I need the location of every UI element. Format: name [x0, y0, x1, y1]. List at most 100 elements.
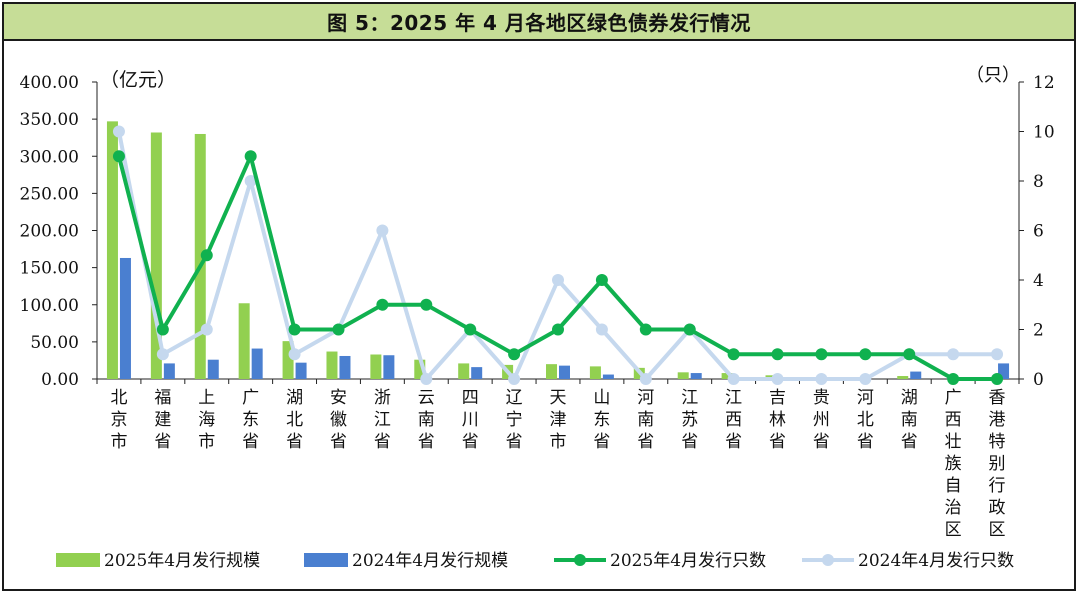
right-tick-label: 6 [1033, 222, 1044, 242]
legend-label: 2024年4月发行只数 [858, 551, 1014, 571]
x-tick-label: 省 [725, 432, 742, 452]
x-tick-label: 省 [462, 432, 479, 452]
bar-2025-scale [370, 354, 382, 379]
right-tick-label: 4 [1033, 271, 1044, 291]
legend-swatch [304, 553, 348, 567]
x-tick-label: 特 [989, 432, 1006, 452]
bar-2024-scale [251, 348, 263, 379]
x-tick-label: 江 [681, 388, 698, 408]
x-tick-label: 省 [901, 432, 918, 452]
legend-label: 2024年4月发行规模 [352, 551, 508, 571]
x-tick-label: 湖 [901, 388, 918, 408]
point-2025-count [552, 323, 564, 336]
x-tick-label: 南 [637, 410, 654, 430]
x-tick-label: 省 [374, 432, 391, 452]
line-2024-count [116, 131, 998, 381]
left-tick-label: 350.00 [20, 110, 79, 130]
legend-marker [822, 554, 834, 566]
x-tick-label: 南 [901, 410, 918, 430]
x-tick-label: 吉 [769, 388, 786, 408]
x-tick-label: 浙 [374, 388, 391, 408]
point-2025-count [288, 323, 301, 336]
legend-label: 2025年4月发行只数 [610, 551, 766, 571]
x-tick-label: 省 [681, 432, 698, 452]
x-tick-label: 北 [857, 410, 874, 430]
point-2025-count [815, 348, 828, 361]
right-tick-label: 8 [1033, 172, 1044, 192]
bar-2025-scale [458, 363, 470, 379]
x-tick-label: 上 [198, 388, 215, 408]
point-2024-count [727, 373, 740, 385]
point-2024-count [859, 373, 872, 385]
point-2024-count [112, 125, 125, 138]
point-2025-count [200, 249, 213, 262]
x-tick-label: 北 [286, 410, 303, 430]
bar-2024-scale [998, 363, 1010, 379]
x-tick-label: 省 [286, 432, 303, 452]
x-tick-label: 省 [769, 432, 786, 452]
point-2024-count [991, 348, 1004, 361]
bar-2025-scale [326, 351, 338, 379]
point-2024-count [288, 348, 301, 361]
x-tick-label: 江 [725, 388, 742, 408]
x-tick-label: 建 [154, 410, 171, 430]
x-tick-label: 东 [242, 410, 259, 430]
bar-2025-scale [546, 364, 557, 379]
point-2024-count [595, 323, 608, 336]
x-tick-label: 壮 [945, 432, 962, 452]
x-tick-label: 河 [857, 388, 874, 408]
x-tick-label: 云 [418, 388, 435, 408]
left-tick-label: 200.00 [20, 222, 79, 242]
point-2025-count [420, 298, 433, 311]
x-tick-label: 川 [462, 410, 479, 430]
x-tick-label: 福 [154, 388, 171, 408]
x-tick-label: 京 [110, 410, 127, 430]
x-tick-label: 省 [637, 432, 654, 452]
x-tick-label: 南 [418, 410, 435, 430]
bar-2024-scale [295, 362, 307, 379]
x-tick-label: 安 [330, 388, 347, 408]
bar-2025-scale [414, 359, 426, 379]
bar-2024-scale [163, 363, 175, 379]
right-tick-label: 0 [1033, 370, 1044, 390]
x-tick-label: 贵 [813, 388, 830, 408]
point-2025-count [903, 348, 916, 361]
bar-2025-scale [589, 366, 601, 379]
chart-title: 图 5：2025 年 4 月各地区绿色债券发行情况 [327, 11, 751, 35]
left-tick-label: 250.00 [20, 184, 79, 204]
bar-2024-scale [602, 374, 614, 379]
x-tick-label: 徽 [330, 410, 347, 430]
x-tick-label: 西 [725, 410, 742, 430]
x-tick-label: 辽 [506, 388, 523, 408]
x-tick-label: 别 [989, 454, 1006, 474]
bar-2024-scale [207, 359, 219, 379]
x-tick-label: 行 [989, 476, 1006, 496]
x-tick-label: 苏 [681, 410, 698, 430]
x-tick-label: 西 [945, 410, 962, 430]
x-tick-label: 广 [945, 388, 962, 408]
x-tick-label: 香 [989, 388, 1006, 408]
bar-2025-scale [282, 341, 294, 379]
bar-2025-scale [150, 132, 162, 379]
x-tick-label: 东 [593, 410, 610, 430]
point-2024-count [376, 224, 389, 237]
x-tick-label: 海 [198, 410, 215, 430]
title-bar: 图 5：2025 年 4 月各地区绿色债券发行情况 [4, 4, 1074, 41]
left-tick-label: 50.00 [30, 333, 79, 353]
bar-2025-scale [897, 376, 909, 379]
point-2025-count [595, 274, 608, 286]
x-tick-label: 治 [945, 498, 962, 518]
legend-swatch [56, 553, 100, 567]
left-tick-label: 150.00 [20, 259, 79, 279]
bar-2025-scale [238, 303, 250, 379]
bar-2024-scale [910, 371, 922, 379]
point-2025-count [947, 373, 960, 385]
bar-2024-scale [339, 355, 351, 379]
point-2025-count [244, 150, 257, 163]
x-tick-label: 宁 [506, 410, 523, 430]
left-unit-label: （亿元） [100, 69, 176, 91]
x-tick-label: 省 [857, 432, 874, 452]
x-tick-label: 省 [418, 432, 435, 452]
point-2024-count [771, 373, 784, 385]
point-2025-count [991, 373, 1004, 385]
